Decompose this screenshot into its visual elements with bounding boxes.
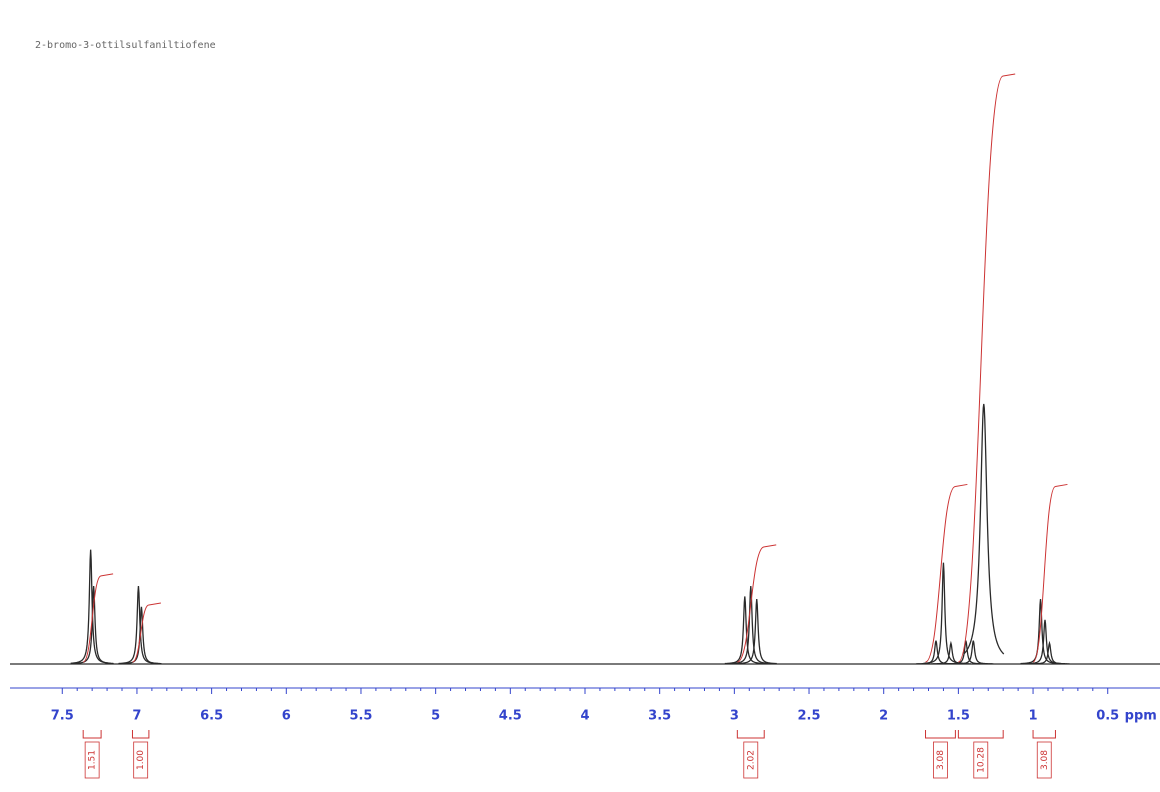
peak xyxy=(953,640,994,665)
integral-label: 10.28 xyxy=(976,747,986,773)
x-tick-label: 6.5 xyxy=(200,709,223,724)
x-tick-label: 1.5 xyxy=(947,709,970,724)
integral-bracket xyxy=(1032,730,1056,739)
x-tick-label: 3 xyxy=(730,709,739,724)
peak xyxy=(945,640,986,665)
integral-label-box xyxy=(84,741,100,779)
integral-label: 1.00 xyxy=(136,750,146,770)
peak xyxy=(73,585,114,665)
integral-curve xyxy=(82,573,114,663)
integral-curve xyxy=(131,602,161,663)
x-tick-label: 0.5 xyxy=(1096,709,1119,724)
integral-label-box xyxy=(933,741,948,779)
peak xyxy=(121,606,162,665)
integral-bracket xyxy=(736,730,765,739)
x-tick-label: 5.5 xyxy=(349,709,372,724)
integral-label: 3.08 xyxy=(1040,750,1050,770)
x-tick-label: 6 xyxy=(282,709,291,724)
peak xyxy=(1029,640,1070,665)
integral-bracket xyxy=(82,730,102,739)
x-tick-label: 5 xyxy=(431,709,440,724)
integral-curve xyxy=(1032,483,1068,663)
integral-curve xyxy=(925,483,968,663)
peak xyxy=(730,585,771,665)
integral-label-box xyxy=(743,741,759,779)
x-tick-label: 2 xyxy=(879,709,888,724)
integral-label-box xyxy=(973,741,989,779)
integral-label: 1.51 xyxy=(88,750,98,770)
x-axis-label: ppm xyxy=(1125,709,1157,724)
peak xyxy=(923,562,964,665)
x-tick-label: 7.5 xyxy=(51,709,74,724)
integral-label-box xyxy=(1036,741,1052,779)
x-tick-label: 2.5 xyxy=(798,709,821,724)
integral-label-box xyxy=(133,741,149,779)
integral-label: 3.08 xyxy=(936,750,946,770)
integral-bracket xyxy=(957,730,1004,739)
x-tick-label: 3.5 xyxy=(648,709,671,724)
integral-bracket xyxy=(131,730,150,739)
x-tick-label: 4.5 xyxy=(499,709,522,724)
peak xyxy=(963,403,1005,655)
integral-label: 2.02 xyxy=(746,750,756,770)
chart-title: 2-bromo-3-ottilsulfaniltiofene xyxy=(35,40,216,51)
integral-curve xyxy=(737,544,777,663)
integral-curve xyxy=(957,73,1016,663)
x-tick-label: 7 xyxy=(132,709,141,724)
x-tick-label: 1 xyxy=(1029,709,1038,724)
peak xyxy=(736,598,777,665)
x-tick-label: 4 xyxy=(580,709,589,724)
integral-bracket xyxy=(925,730,956,739)
